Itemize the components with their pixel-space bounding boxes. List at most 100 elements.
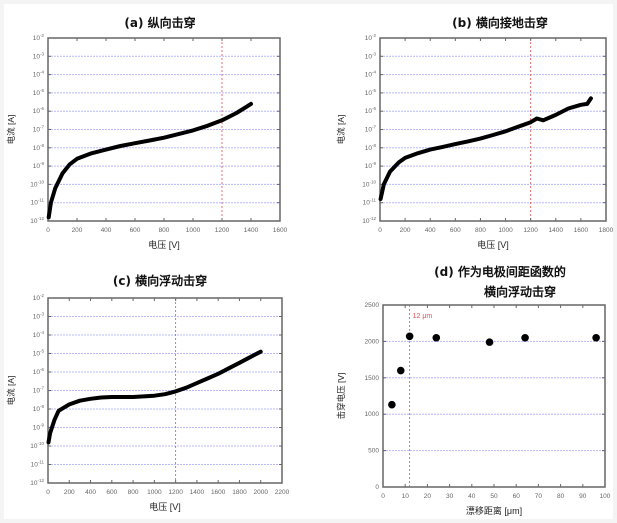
svg-text:100: 100 (600, 493, 611, 500)
svg-text:1000: 1000 (147, 489, 162, 496)
svg-text:80: 80 (557, 493, 565, 500)
svg-text:1000: 1000 (498, 227, 513, 234)
svg-text:10-6: 10-6 (33, 106, 45, 115)
svg-text:1400: 1400 (549, 227, 564, 234)
svg-text:10-3: 10-3 (33, 51, 45, 60)
svg-text:1200: 1200 (215, 227, 230, 234)
svg-text:12 μm: 12 μm (413, 313, 433, 320)
svg-text:10-10: 10-10 (30, 179, 44, 188)
svg-text:1000: 1000 (365, 411, 380, 418)
svg-text:200: 200 (400, 227, 411, 234)
svg-text:40: 40 (468, 493, 476, 500)
svg-text:500: 500 (368, 448, 379, 455)
svg-text:10-12: 10-12 (30, 216, 44, 225)
svg-text:400: 400 (101, 227, 112, 234)
svg-text:电流 [A]: 电流 [A] (6, 115, 16, 145)
svg-text:10-7: 10-7 (33, 125, 45, 134)
svg-text:800: 800 (159, 227, 170, 234)
svg-text:10-5: 10-5 (33, 349, 45, 358)
svg-text:0: 0 (381, 493, 385, 500)
panel-c-chart: 0 200 400 600 800 1000 1200 1400 1600 1800 2000 220… (6, 293, 290, 512)
svg-text:10-5: 10-5 (33, 88, 45, 97)
svg-text:10-2: 10-2 (365, 33, 377, 42)
svg-text:击穿电压 [V]: 击穿电压 [V] (336, 373, 346, 420)
svg-text:10-6: 10-6 (365, 106, 377, 115)
panel-d-title-line2: 横向浮动击穿 (483, 285, 556, 299)
svg-text:10-10: 10-10 (30, 441, 44, 450)
svg-text:1000: 1000 (186, 227, 201, 234)
svg-text:0: 0 (46, 489, 50, 496)
svg-text:50: 50 (490, 493, 498, 500)
svg-text:1600: 1600 (574, 227, 589, 234)
svg-text:20: 20 (424, 493, 432, 500)
svg-text:1500: 1500 (365, 375, 380, 382)
svg-text:10-4: 10-4 (33, 70, 45, 79)
svg-text:10-9: 10-9 (33, 423, 45, 432)
svg-text:2000: 2000 (365, 338, 380, 345)
svg-text:1800: 1800 (599, 227, 614, 234)
svg-text:1400: 1400 (190, 489, 205, 496)
svg-text:10-8: 10-8 (33, 404, 45, 413)
svg-text:10-6: 10-6 (33, 367, 45, 376)
svg-text:10-9: 10-9 (365, 161, 377, 170)
svg-text:0: 0 (378, 227, 382, 234)
svg-text:1600: 1600 (273, 227, 288, 234)
svg-text:10-10: 10-10 (362, 179, 376, 188)
svg-text:200: 200 (64, 489, 75, 496)
svg-text:10-9: 10-9 (33, 161, 45, 170)
svg-text:2200: 2200 (275, 489, 290, 496)
svg-text:600: 600 (106, 489, 117, 496)
svg-text:90: 90 (579, 493, 587, 500)
svg-text:200: 200 (72, 227, 83, 234)
svg-text:10-12: 10-12 (30, 478, 44, 487)
svg-text:1200: 1200 (168, 489, 183, 496)
svg-text:10-8: 10-8 (365, 143, 377, 152)
svg-text:电流 [A]: 电流 [A] (6, 376, 16, 406)
svg-text:2000: 2000 (253, 489, 268, 496)
panel-b-chart: 0 200 400 600 800 1000 1200 1400 1600 1800 10-2 10-… (336, 33, 614, 250)
svg-text:10-11: 10-11 (31, 460, 45, 469)
svg-text:10-7: 10-7 (33, 386, 45, 395)
svg-text:10-3: 10-3 (365, 51, 377, 60)
panel-a-title: (a) 纵向击穿 (124, 16, 196, 30)
svg-text:10-4: 10-4 (365, 70, 377, 79)
svg-text:1200: 1200 (523, 227, 538, 234)
svg-text:0: 0 (375, 484, 379, 491)
svg-text:10: 10 (402, 493, 410, 500)
svg-text:漂移距离 [μm]: 漂移距离 [μm] (466, 505, 522, 516)
svg-text:800: 800 (128, 489, 139, 496)
svg-text:10-11: 10-11 (31, 198, 45, 207)
svg-text:电压 [V]: 电压 [V] (148, 239, 180, 250)
panel-b-title: (b) 横向接地击穿 (452, 16, 548, 30)
svg-text:600: 600 (450, 227, 461, 234)
svg-text:电压 [V]: 电压 [V] (149, 501, 181, 512)
figure-frame (4, 4, 613, 519)
svg-text:1600: 1600 (211, 489, 226, 496)
svg-text:0: 0 (46, 227, 50, 234)
panel-d-title-line1: (d) 作为电极间距函数的 (434, 265, 566, 279)
svg-text:70: 70 (535, 493, 543, 500)
svg-text:10-3: 10-3 (33, 312, 45, 321)
svg-text:600: 600 (130, 227, 141, 234)
svg-text:1400: 1400 (244, 227, 259, 234)
svg-text:800: 800 (475, 227, 486, 234)
svg-text:30: 30 (446, 493, 454, 500)
panel-c-title: (c) 横向浮动击穿 (112, 274, 208, 288)
svg-text:10-11: 10-11 (363, 198, 377, 207)
svg-text:60: 60 (513, 493, 521, 500)
svg-text:10-2: 10-2 (33, 33, 45, 42)
svg-text:10-12: 10-12 (362, 216, 376, 225)
svg-text:电压 [V]: 电压 [V] (477, 239, 509, 250)
svg-text:400: 400 (425, 227, 436, 234)
svg-text:10-8: 10-8 (33, 143, 45, 152)
svg-text:2500: 2500 (365, 302, 380, 309)
panel-d-chart: 12 μm0 10 20 30 40 50 60 70 80 90 1000500100015002… (336, 302, 611, 516)
svg-text:10-5: 10-5 (365, 88, 377, 97)
svg-text:电流 [A]: 电流 [A] (336, 115, 346, 145)
svg-text:10-2: 10-2 (33, 293, 45, 302)
svg-text:10-4: 10-4 (33, 330, 45, 339)
svg-text:10-7: 10-7 (365, 125, 377, 134)
svg-text:400: 400 (85, 489, 96, 496)
svg-text:1800: 1800 (232, 489, 247, 496)
panel-a-chart: 0 200 400 600 800 1000 1200 1400 1600 10-2 10-3 10-… (6, 33, 288, 250)
